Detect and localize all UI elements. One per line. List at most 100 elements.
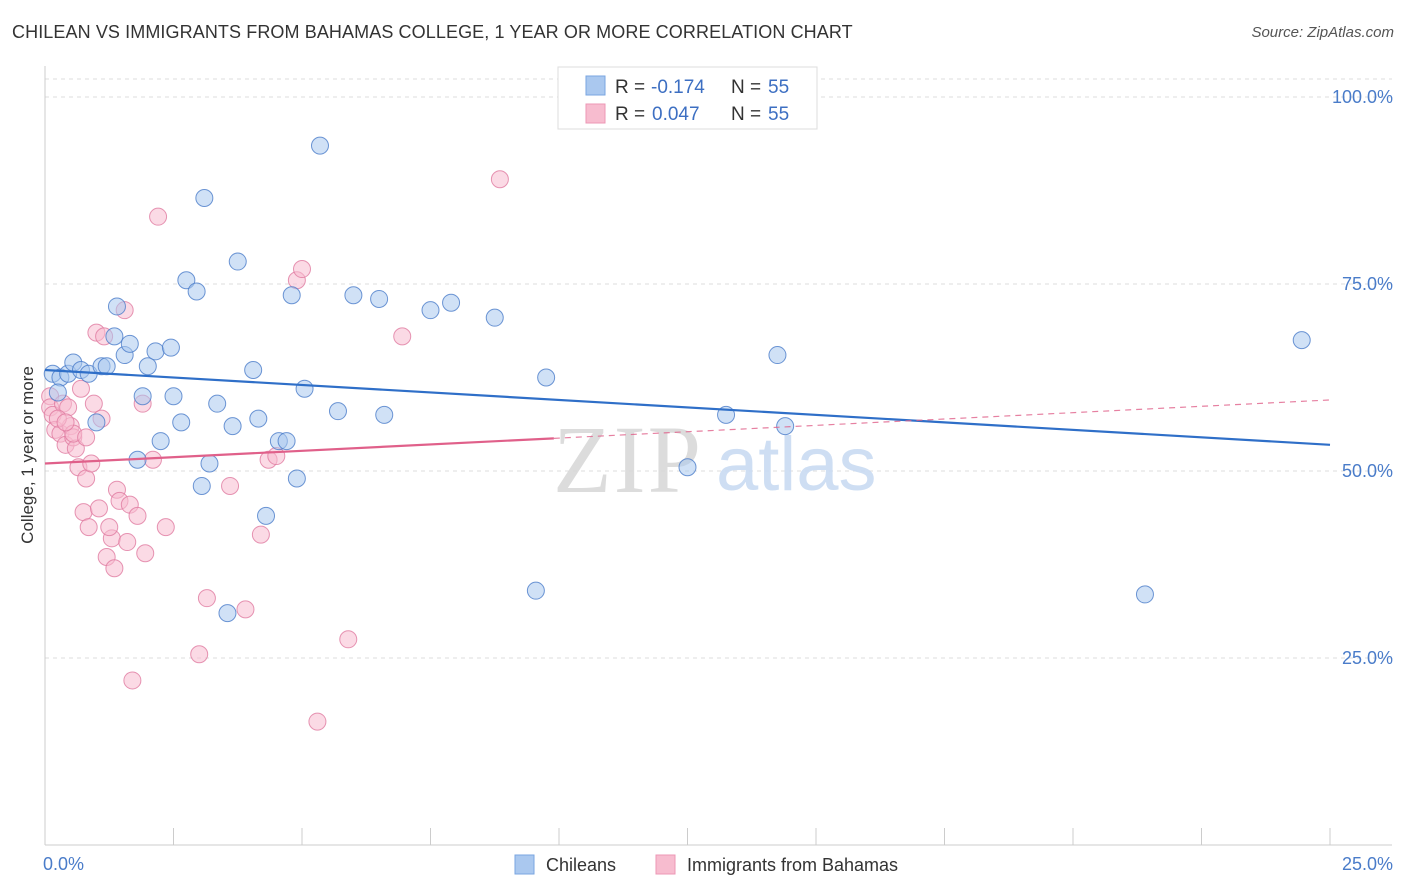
series-bahamas-points: [41, 170, 509, 731]
chilean-point: [277, 432, 296, 451]
chilean-point: [120, 334, 139, 353]
bahamas-point: [143, 450, 162, 469]
x-tick-marks: [44, 828, 1331, 845]
legend-n-label-1: N =: [731, 77, 761, 98]
trend-line-chileans: [44, 368, 1331, 446]
bahamas-point: [136, 544, 155, 563]
chilean-point: [1135, 585, 1154, 604]
chilean-point: [526, 581, 545, 600]
bahamas-point: [236, 600, 255, 619]
legend-n-label-2: N =: [731, 104, 761, 125]
chilean-point: [257, 506, 276, 525]
bahamas-point: [71, 379, 90, 398]
bahamas-point: [339, 630, 358, 649]
chart-title: CHILEAN VS IMMIGRANTS FROM BAHAMAS COLLE…: [12, 22, 853, 42]
chilean-point: [107, 297, 126, 316]
bahamas-point: [77, 428, 96, 447]
chilean-point: [172, 413, 191, 432]
watermark-atlas: atlas: [716, 422, 877, 507]
chilean-point: [208, 394, 227, 413]
chilean-point: [678, 458, 697, 477]
legend-n-value-2: 55: [768, 104, 789, 125]
bahamas-point: [393, 327, 412, 346]
bottom-legend: Chileans Immigrants from Bahamas: [514, 854, 898, 875]
chilean-point: [87, 413, 106, 432]
y-axis-title: College, 1 year or more: [18, 366, 37, 544]
trend-line-bahamas-extension: [553, 399, 1331, 439]
trend-lines: [44, 368, 1331, 465]
legend-swatch-bahamas: [585, 103, 606, 124]
chilean-point: [192, 476, 211, 495]
bahamas-point: [490, 170, 509, 189]
bahamas-point: [82, 454, 101, 473]
legend-r-value-1: -0.174: [651, 77, 705, 98]
x-tick-label-max: 25.0%: [1342, 854, 1393, 874]
chilean-point: [138, 357, 157, 376]
chilean-point: [282, 286, 301, 305]
watermark-zip: ZIP: [553, 406, 703, 513]
legend-swatch-chileans: [585, 75, 606, 96]
chilean-point: [1292, 331, 1311, 350]
bahamas-point: [197, 589, 216, 608]
chilean-point: [287, 469, 306, 488]
legend-box: R = -0.174 N = 55 R = 0.047 N = 55: [557, 66, 818, 130]
bottom-legend-swatch-bahamas: [655, 854, 676, 875]
y-tick-label: 100.0%: [1332, 87, 1393, 107]
legend-n-value-1: 55: [768, 77, 789, 98]
chilean-point: [295, 379, 314, 398]
chilean-point: [223, 417, 242, 436]
chilean-point: [249, 409, 268, 428]
chilean-point: [442, 293, 461, 312]
bahamas-point: [105, 559, 124, 578]
bahamas-point: [251, 525, 270, 544]
chilean-point: [310, 136, 329, 155]
chilean-point: [218, 604, 237, 623]
chilean-point: [177, 271, 196, 290]
legend-r-label-1: R =: [615, 77, 645, 98]
chilean-point: [776, 417, 795, 436]
bottom-legend-swatch-chileans: [514, 854, 535, 875]
bahamas-point: [84, 394, 103, 413]
bahamas-point: [149, 207, 168, 226]
bahamas-point: [118, 533, 137, 552]
bahamas-point: [267, 447, 286, 466]
x-tick-label-min: 0.0%: [43, 854, 84, 874]
bahamas-point: [190, 645, 209, 664]
chilean-point: [133, 387, 152, 406]
chilean-point: [195, 188, 214, 207]
chilean-point: [421, 301, 440, 320]
chilean-point: [151, 432, 170, 451]
chilean-point: [164, 387, 183, 406]
bahamas-point: [293, 260, 311, 279]
watermark: ZIP atlas: [553, 406, 877, 513]
chilean-point: [48, 383, 67, 402]
chilean-point: [537, 368, 556, 387]
trend-line-bahamas: [44, 437, 554, 465]
bahamas-point: [56, 413, 75, 432]
source-label: Source: ZipAtlas.com: [1251, 24, 1394, 41]
legend-r-value-2: 0.047: [652, 104, 700, 125]
chilean-point: [200, 454, 219, 473]
chilean-point: [97, 357, 116, 376]
chilean-point: [187, 282, 206, 301]
bahamas-point: [79, 518, 98, 537]
bahamas-point: [308, 712, 327, 731]
chilean-point: [485, 308, 504, 327]
y-tick-label: 50.0%: [1342, 461, 1393, 481]
chilean-point: [375, 405, 394, 424]
chilean-point: [768, 346, 787, 365]
bahamas-point: [77, 469, 96, 488]
bottom-legend-chileans: Chileans: [546, 855, 616, 875]
series-chileans-points: [43, 136, 1311, 623]
bahamas-point: [156, 518, 175, 537]
chilean-point: [344, 286, 363, 305]
bahamas-point: [89, 499, 108, 518]
chilean-point: [328, 402, 347, 421]
y-tick-label: 25.0%: [1342, 648, 1393, 668]
y-tick-labels: 25.0% 50.0% 75.0% 100.0%: [1332, 87, 1393, 668]
chilean-point: [228, 252, 247, 271]
legend-r-label-2: R =: [615, 104, 645, 125]
chilean-point: [161, 338, 180, 357]
bahamas-point: [100, 518, 119, 537]
